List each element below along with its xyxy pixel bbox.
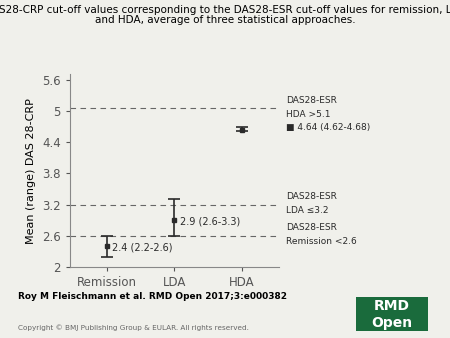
Text: DAS28-CRP cut-off values corresponding to the DAS28-ESR cut-off values for remis: DAS28-CRP cut-off values corresponding t…	[0, 5, 450, 15]
Y-axis label: Mean (range) DAS 28-CRP: Mean (range) DAS 28-CRP	[27, 98, 36, 244]
Text: 2.4 (2.2-2.6): 2.4 (2.2-2.6)	[112, 242, 173, 252]
Text: DAS28-ESR: DAS28-ESR	[286, 96, 337, 105]
Text: ■ 4.64 (4.62-4.68): ■ 4.64 (4.62-4.68)	[286, 123, 370, 132]
Text: and HDA, average of three statistical approaches.: and HDA, average of three statistical ap…	[94, 15, 356, 25]
Text: Remission <2.6: Remission <2.6	[286, 238, 356, 246]
Text: HDA >5.1: HDA >5.1	[286, 110, 330, 119]
Text: 2.9 (2.6-3.3): 2.9 (2.6-3.3)	[180, 216, 240, 226]
Text: DAS28-ESR: DAS28-ESR	[286, 192, 337, 201]
Text: LDA ≤3.2: LDA ≤3.2	[286, 206, 328, 215]
Text: Roy M Fleischmann et al. RMD Open 2017;3:e000382: Roy M Fleischmann et al. RMD Open 2017;3…	[18, 292, 287, 301]
Text: RMD
Open: RMD Open	[371, 299, 412, 330]
Text: DAS28-ESR: DAS28-ESR	[286, 223, 337, 233]
Text: Copyright © BMJ Publishing Group & EULAR. All rights reserved.: Copyright © BMJ Publishing Group & EULAR…	[18, 324, 249, 331]
